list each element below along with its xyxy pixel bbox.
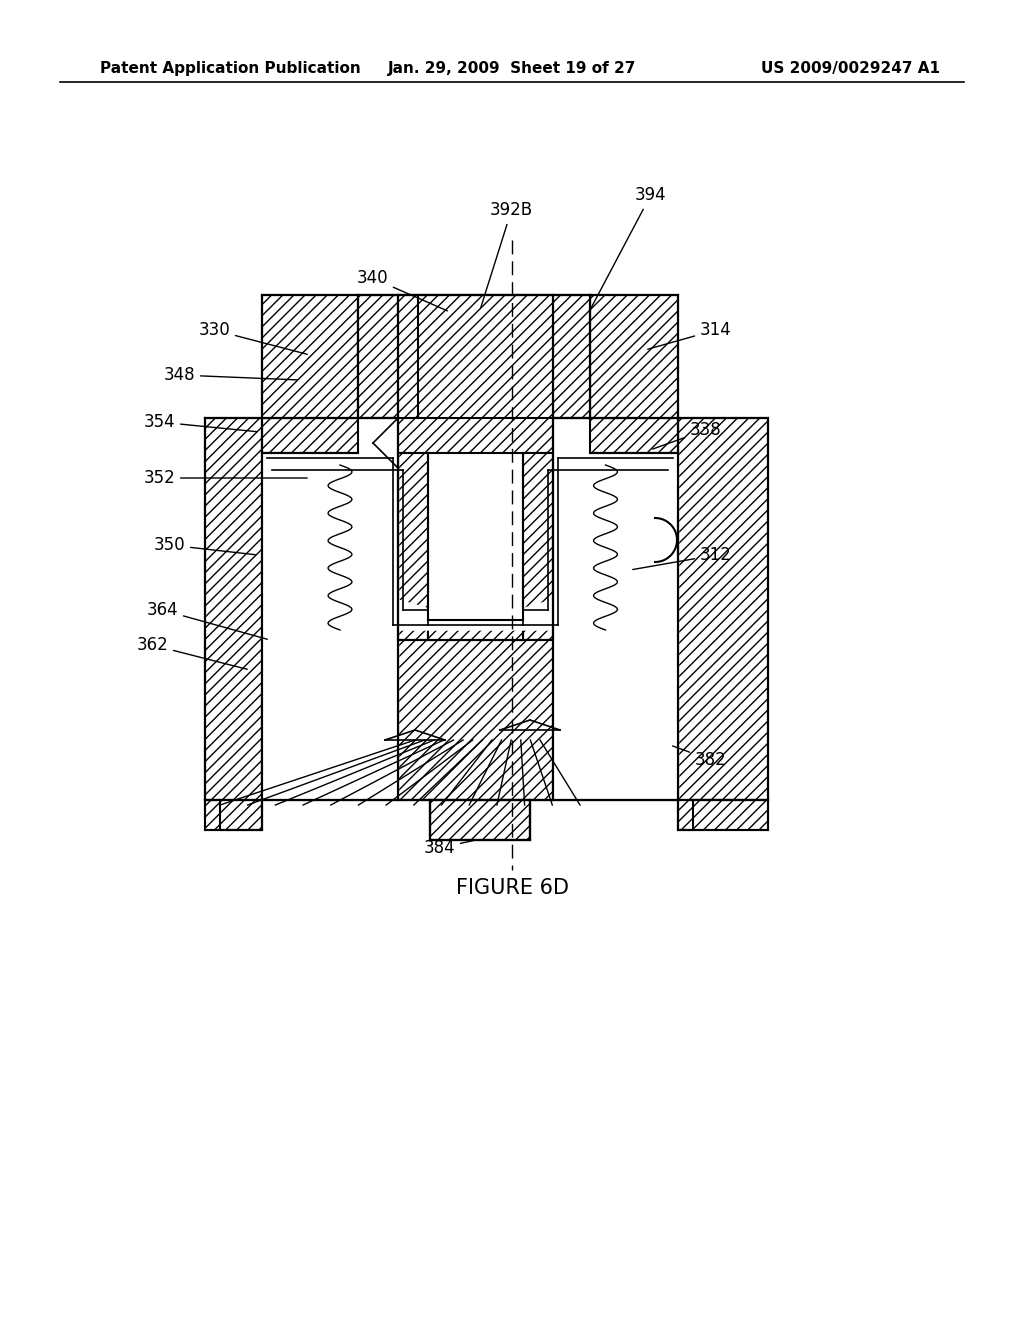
- Polygon shape: [398, 294, 553, 453]
- Polygon shape: [655, 517, 678, 562]
- Polygon shape: [523, 453, 553, 640]
- Text: 382: 382: [673, 746, 727, 770]
- Text: 362: 362: [136, 636, 248, 669]
- Polygon shape: [262, 453, 398, 800]
- Polygon shape: [262, 418, 358, 453]
- Polygon shape: [262, 700, 398, 800]
- Text: 348: 348: [164, 366, 297, 384]
- Text: US 2009/0029247 A1: US 2009/0029247 A1: [761, 61, 940, 75]
- Text: 392B: 392B: [481, 201, 534, 308]
- Polygon shape: [553, 453, 678, 800]
- Polygon shape: [590, 418, 678, 453]
- Polygon shape: [358, 294, 590, 418]
- Polygon shape: [430, 800, 530, 840]
- Text: 364: 364: [146, 601, 267, 639]
- Text: 338: 338: [652, 421, 722, 449]
- Polygon shape: [678, 418, 768, 800]
- Polygon shape: [553, 453, 678, 800]
- Polygon shape: [398, 453, 428, 640]
- Text: 384: 384: [423, 840, 473, 857]
- Text: FIGURE 6D: FIGURE 6D: [456, 878, 568, 898]
- Text: 312: 312: [633, 546, 732, 569]
- Polygon shape: [678, 800, 768, 830]
- Polygon shape: [262, 294, 358, 418]
- Polygon shape: [205, 800, 262, 830]
- Polygon shape: [398, 640, 553, 800]
- Text: Jan. 29, 2009  Sheet 19 of 27: Jan. 29, 2009 Sheet 19 of 27: [388, 61, 636, 75]
- Polygon shape: [590, 294, 678, 418]
- Polygon shape: [262, 453, 398, 800]
- Text: Patent Application Publication: Patent Application Publication: [100, 61, 360, 75]
- Text: 354: 354: [143, 413, 257, 432]
- Text: 330: 330: [199, 321, 307, 354]
- Text: 350: 350: [154, 536, 255, 554]
- Polygon shape: [267, 470, 673, 630]
- Polygon shape: [428, 620, 523, 640]
- Polygon shape: [205, 418, 262, 800]
- Text: 340: 340: [356, 269, 447, 312]
- Polygon shape: [553, 700, 678, 800]
- Text: 314: 314: [647, 321, 732, 350]
- Text: 352: 352: [143, 469, 307, 487]
- Text: 394: 394: [591, 186, 667, 308]
